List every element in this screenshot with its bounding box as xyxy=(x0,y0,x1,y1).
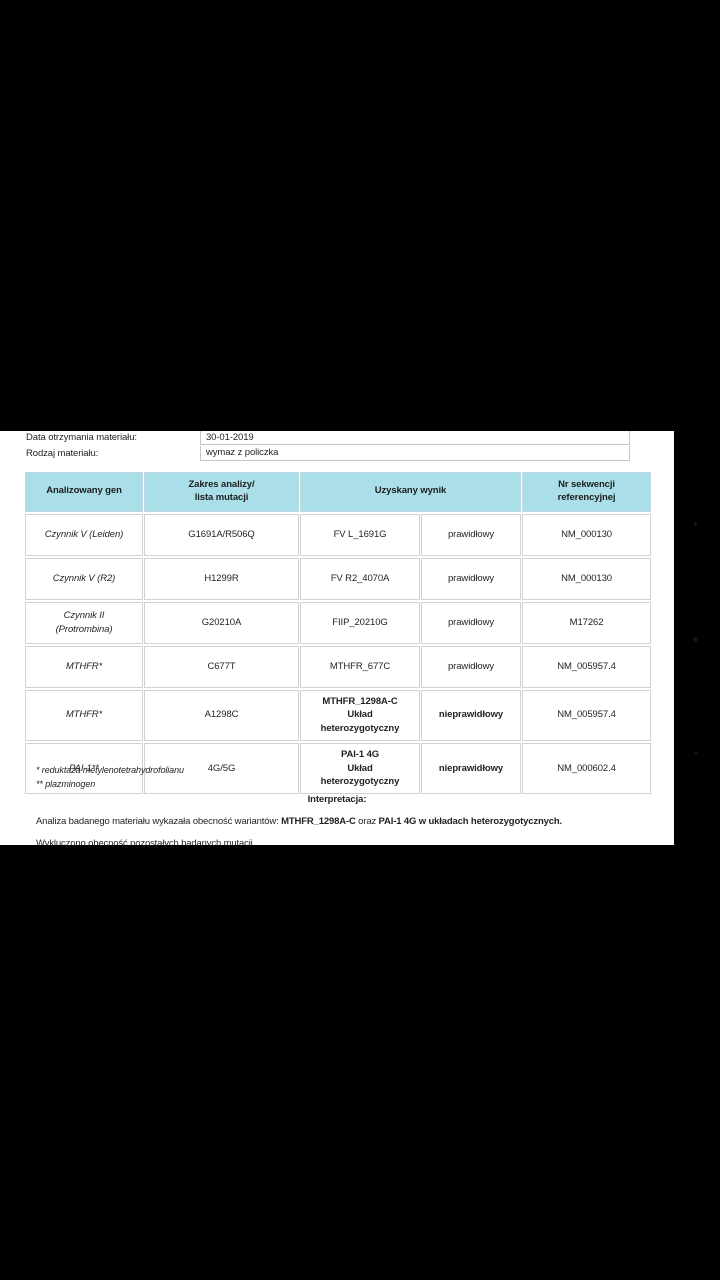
interpretation-line-2: Wykluczono obecność pozostałych badanych… xyxy=(36,838,256,845)
result-line3: heterozygotyczny xyxy=(320,723,400,735)
cell-scope: H1299R xyxy=(144,557,299,600)
cell-reference: NM_005957.4 xyxy=(522,645,652,688)
column-header-scope: Zakres analizy/ lista mutacji xyxy=(144,472,299,512)
scope-header-line1: Zakres analizy/ xyxy=(188,479,255,490)
gene-line2: (Protrombina) xyxy=(55,623,113,635)
cell-reference: NM_000130 xyxy=(522,557,652,600)
cell-result: FV L_1691G xyxy=(300,513,420,556)
column-header-gene: Analizowany gen xyxy=(25,472,143,512)
cell-status: nieprawidłowy xyxy=(421,689,522,741)
result-line1: PAI-1 4G xyxy=(340,748,380,760)
genetic-results-table: Analizowany gen Zakres analizy/ lista mu… xyxy=(24,470,652,796)
cell-status: prawidłowy xyxy=(421,645,522,688)
scroll-indicator-dot xyxy=(694,522,697,526)
reference-header-line2: referencyjnej xyxy=(557,491,616,503)
result-line2: Układ xyxy=(347,762,373,774)
interp-variant-mthfr: MTHFR_1298A-C xyxy=(281,816,356,827)
cell-result: FIIP_20210G xyxy=(300,601,420,644)
result-line2: Układ xyxy=(347,709,373,721)
cell-scope: 4G/5G xyxy=(144,742,299,795)
cell-gene: Czynnik V (Leiden) xyxy=(25,513,143,556)
table-row: MTHFR* A1298C MTHFR_1298A-C Układ hetero… xyxy=(25,689,652,741)
table-header-row: Analizowany gen Zakres analizy/ lista mu… xyxy=(25,472,652,512)
footnote-single-asterisk: * reduktaza metylenotetrahydrofolianu xyxy=(36,765,184,775)
cell-result: PAI-1 4G Układ heterozygotyczny xyxy=(300,742,420,795)
cell-gene: Czynnik V (R2) xyxy=(25,557,143,600)
cell-reference: NM_005957.4 xyxy=(522,689,652,741)
cell-gene: MTHFR* xyxy=(25,645,143,688)
table-row: PAI-1** 4G/5G PAI-1 4G Układ heterozygot… xyxy=(25,742,652,795)
material-type-value: wymaz z policzka xyxy=(206,447,279,458)
scroll-indicator-dot xyxy=(693,637,698,642)
received-date-label: Data otrzymania materiału: xyxy=(26,431,137,443)
result-line3: heterozygotyczny xyxy=(320,776,400,788)
interpretation-title: Interpretacja: xyxy=(307,794,367,805)
column-header-reference: Nr sekwencji referencyjnej xyxy=(522,472,652,512)
interp-variant-pai1: PAI-1 4G w układach heterozygotycznych. xyxy=(378,816,563,827)
table-row: Czynnik II (Protrombina) G20210A FIIP_20… xyxy=(25,601,652,644)
table-row: Czynnik V (R2) H1299R FV R2_4070A prawid… xyxy=(25,557,652,600)
scroll-indicator-dot xyxy=(694,751,698,755)
form-row-received-date: Data otrzymania materiału: 30-01-2019 xyxy=(0,431,674,445)
cell-scope: G1691A/R506Q xyxy=(144,513,299,556)
result-line1: MTHFR_1298A-C xyxy=(322,695,398,707)
scope-header-line2: lista mutacji xyxy=(194,491,249,503)
footnote-double-asterisk: ** plazminogen xyxy=(36,779,96,790)
cell-status: prawidłowy xyxy=(421,601,522,644)
interpretation-line-1: Analiza badanego materiału wykazała obec… xyxy=(36,816,656,827)
cell-gene: Czynnik II (Protrombina) xyxy=(25,601,143,644)
cell-reference: NM_000130 xyxy=(522,513,652,556)
column-header-result: Uzyskany wynik xyxy=(300,472,522,512)
cell-scope: G20210A xyxy=(144,601,299,644)
cell-scope: C677T xyxy=(144,645,299,688)
received-date-field[interactable]: 30-01-2019 xyxy=(200,431,630,445)
cell-status: nieprawidłowy xyxy=(421,742,522,795)
table-row: Czynnik V (Leiden) G1691A/R506Q FV L_169… xyxy=(25,513,652,556)
cell-scope: A1298C xyxy=(144,689,299,741)
cell-status: prawidłowy xyxy=(421,513,522,556)
cell-gene: PAI-1** xyxy=(25,742,143,795)
cell-result: FV R2_4070A xyxy=(300,557,420,600)
table-row: MTHFR* C677T MTHFR_677C prawidłowy NM_00… xyxy=(25,645,652,688)
footnotes: * reduktaza metylenotetrahydrofolianu **… xyxy=(36,763,184,791)
cell-result: MTHFR_677C xyxy=(300,645,420,688)
document-viewport[interactable]: Data otrzymania materiału: 30-01-2019 Ro… xyxy=(0,431,674,845)
material-type-label: Rodzaj materiału: xyxy=(26,447,99,459)
interp-text-part1: Analiza badanego materiału wykazała obec… xyxy=(36,816,282,827)
form-row-material-type: Rodzaj materiału: wymaz z policzka xyxy=(0,445,674,461)
sample-info-form: Data otrzymania materiału: 30-01-2019 Ro… xyxy=(0,431,674,461)
interp-text-part2: oraz xyxy=(355,816,379,827)
cell-reference: NM_000602.4 xyxy=(522,742,652,795)
reference-header-line1: Nr sekwencji xyxy=(558,479,615,490)
gene-line1: Czynnik II xyxy=(63,609,105,621)
material-type-field[interactable]: wymaz z policzka xyxy=(200,445,630,461)
cell-status: prawidłowy xyxy=(421,557,522,600)
cell-reference: M17262 xyxy=(522,601,652,644)
cell-gene: MTHFR* xyxy=(25,689,143,741)
received-date-value: 30-01-2019 xyxy=(206,431,254,443)
cell-result: MTHFR_1298A-C Układ heterozygotyczny xyxy=(300,689,420,741)
